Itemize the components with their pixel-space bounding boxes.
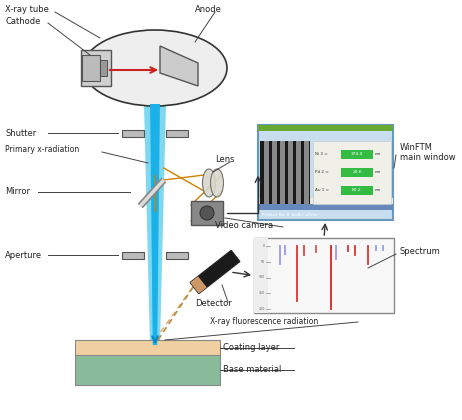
Ellipse shape <box>83 30 227 106</box>
FancyBboxPatch shape <box>304 141 309 204</box>
FancyBboxPatch shape <box>258 198 393 204</box>
Text: nm: nm <box>375 170 381 174</box>
FancyBboxPatch shape <box>100 60 107 76</box>
FancyBboxPatch shape <box>82 55 100 81</box>
Text: Primary x-radiation: Primary x-radiation <box>5 145 79 155</box>
Text: main window: main window <box>400 153 456 163</box>
Text: Coating layer: Coating layer <box>223 344 280 352</box>
Text: 200: 200 <box>259 307 265 311</box>
Text: X-ray fluorescence radiation: X-ray fluorescence radiation <box>210 318 318 326</box>
Circle shape <box>200 206 214 220</box>
FancyBboxPatch shape <box>166 252 188 259</box>
Text: Au 1 =: Au 1 = <box>315 188 329 192</box>
Polygon shape <box>160 46 198 86</box>
FancyBboxPatch shape <box>254 238 394 313</box>
FancyBboxPatch shape <box>254 238 268 313</box>
FancyBboxPatch shape <box>272 141 277 204</box>
FancyBboxPatch shape <box>122 130 144 137</box>
FancyBboxPatch shape <box>260 141 310 204</box>
Text: Detector: Detector <box>195 299 232 309</box>
Polygon shape <box>190 250 240 294</box>
Text: Video camera: Video camera <box>215 220 273 229</box>
FancyBboxPatch shape <box>264 141 269 204</box>
FancyBboxPatch shape <box>280 141 285 204</box>
FancyBboxPatch shape <box>258 125 393 220</box>
Text: 150: 150 <box>259 291 265 295</box>
Text: nm: nm <box>375 152 381 156</box>
Polygon shape <box>144 104 166 345</box>
Text: Mirror: Mirror <box>5 187 30 197</box>
Text: nm: nm <box>375 188 381 192</box>
Text: 80.2: 80.2 <box>352 188 362 192</box>
FancyBboxPatch shape <box>341 150 373 159</box>
FancyBboxPatch shape <box>166 130 188 137</box>
Polygon shape <box>150 104 160 345</box>
Text: 0: 0 <box>263 244 265 248</box>
Polygon shape <box>190 276 207 294</box>
Text: Base material: Base material <box>223 365 281 375</box>
Text: Anode: Anode <box>195 5 222 15</box>
Text: X-ray tube: X-ray tube <box>5 5 49 15</box>
FancyBboxPatch shape <box>341 186 373 195</box>
FancyBboxPatch shape <box>296 141 301 204</box>
Text: 100: 100 <box>259 276 265 279</box>
Ellipse shape <box>211 169 224 197</box>
Text: Spectrum: Spectrum <box>400 247 441 257</box>
FancyBboxPatch shape <box>341 168 373 177</box>
Text: 374.0: 374.0 <box>351 152 363 156</box>
FancyBboxPatch shape <box>81 50 111 86</box>
Text: Product No. 8  AuNiCuZnSn: Product No. 8 AuNiCuZnSn <box>262 213 318 217</box>
Text: Ni 3 =: Ni 3 = <box>315 152 328 156</box>
FancyBboxPatch shape <box>191 201 223 225</box>
Text: WinFTM: WinFTM <box>400 144 433 152</box>
FancyBboxPatch shape <box>288 141 293 204</box>
Text: 50: 50 <box>261 260 265 264</box>
Ellipse shape <box>202 169 215 197</box>
Text: 20.6: 20.6 <box>352 170 362 174</box>
FancyBboxPatch shape <box>122 252 144 259</box>
Text: Shutter: Shutter <box>5 129 36 137</box>
Text: Lens: Lens <box>215 155 235 165</box>
Text: Cathode: Cathode <box>5 16 40 26</box>
FancyBboxPatch shape <box>75 340 220 355</box>
FancyBboxPatch shape <box>75 355 220 385</box>
Text: Pd 2 =: Pd 2 = <box>315 170 329 174</box>
Text: Aperture: Aperture <box>5 250 42 260</box>
FancyBboxPatch shape <box>313 141 391 204</box>
FancyBboxPatch shape <box>258 200 393 210</box>
FancyBboxPatch shape <box>258 125 393 131</box>
